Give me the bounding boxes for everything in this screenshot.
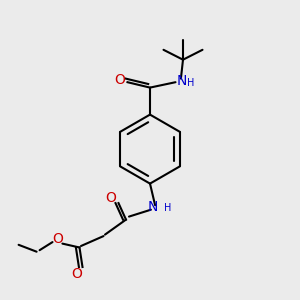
Text: O: O: [115, 73, 125, 87]
Text: O: O: [72, 267, 83, 280]
Text: H: H: [164, 202, 172, 213]
Text: O: O: [52, 232, 63, 246]
Text: N: N: [148, 200, 158, 214]
Text: H: H: [187, 78, 194, 88]
Text: N: N: [177, 74, 188, 88]
Text: O: O: [106, 191, 116, 205]
